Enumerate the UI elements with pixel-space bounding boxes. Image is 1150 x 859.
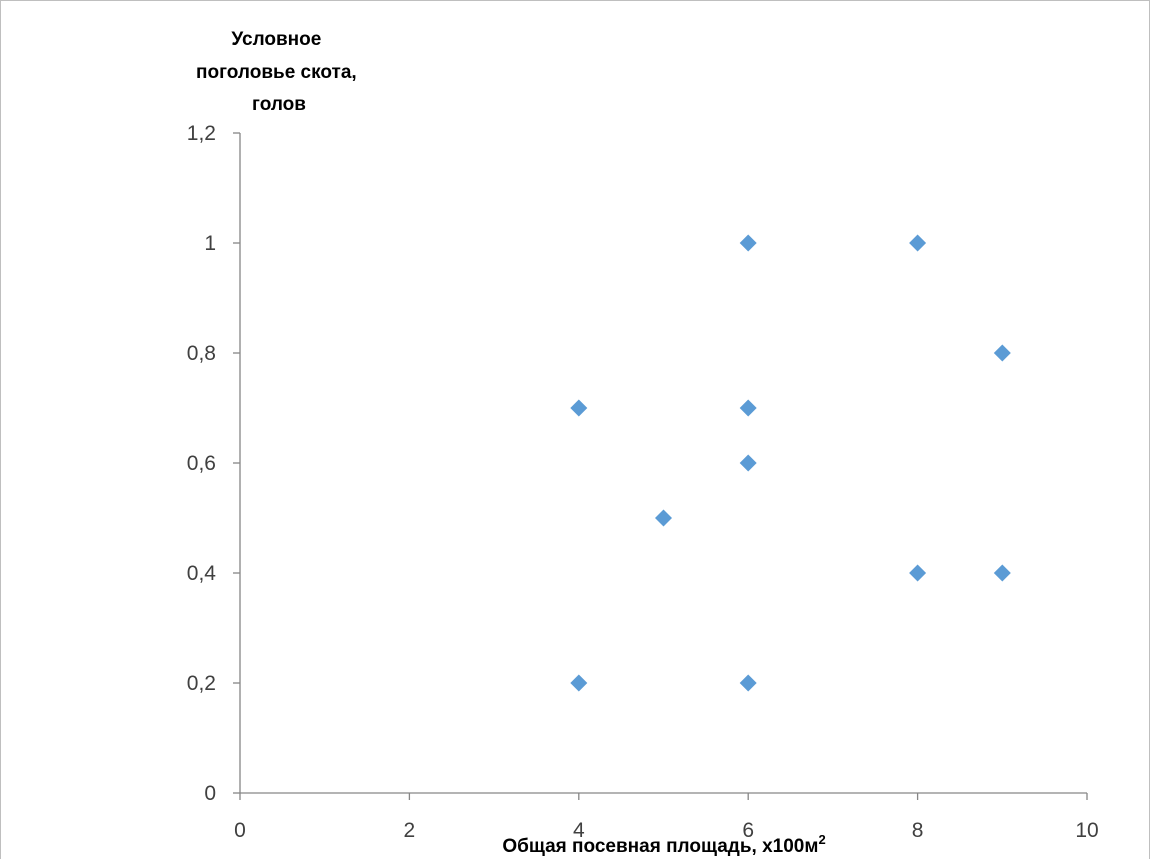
axes: [233, 132, 1088, 800]
data-point: [570, 674, 588, 692]
y-axis-title-line-2: поголовье скота,: [196, 62, 357, 83]
data-point: [909, 234, 927, 252]
y-tick-label: 1,2: [187, 122, 216, 145]
y-tick-label: 0,8: [187, 342, 216, 365]
x-tick-label: 6: [742, 819, 754, 842]
data-point: [655, 509, 672, 527]
x-axis-title-superscript: 2: [818, 832, 825, 847]
y-tick-label: 0,2: [187, 672, 216, 695]
y-tick-label: 1: [204, 232, 216, 255]
data-point: [909, 564, 927, 582]
y-axis-title-line-3: голов: [252, 94, 306, 115]
x-axis-title-text: Общая посевная площадь, х100м: [502, 836, 818, 857]
x-tick-label: 4: [573, 819, 585, 842]
data-point: [993, 564, 1011, 582]
data-point: [739, 454, 757, 472]
y-axis-title: Условное поголовье скота, голов: [196, 29, 362, 115]
x-tick-label: 8: [912, 819, 924, 842]
data-points: [570, 234, 1011, 692]
data-point: [993, 344, 1011, 362]
data-point: [739, 234, 757, 252]
y-axis-title-line-1: Условное: [231, 29, 321, 50]
data-point: [739, 399, 757, 417]
x-tick-labels: 0 2 4 6 8 10: [234, 819, 1099, 842]
data-point: [570, 399, 588, 417]
x-tick-label: 2: [404, 819, 416, 842]
y-tick-label: 0,4: [187, 562, 217, 585]
x-tick-label: 0: [234, 819, 246, 842]
data-point: [739, 674, 757, 692]
x-tick-label: 10: [1075, 819, 1098, 842]
y-tick-label: 0: [204, 782, 216, 805]
y-tick-labels: 0 0,2 0,4 0,6 0,8 1 1,2: [187, 122, 217, 805]
x-axis-title: Общая посевная площадь, х100м2: [502, 832, 825, 857]
y-tick-label: 0,6: [187, 452, 216, 475]
